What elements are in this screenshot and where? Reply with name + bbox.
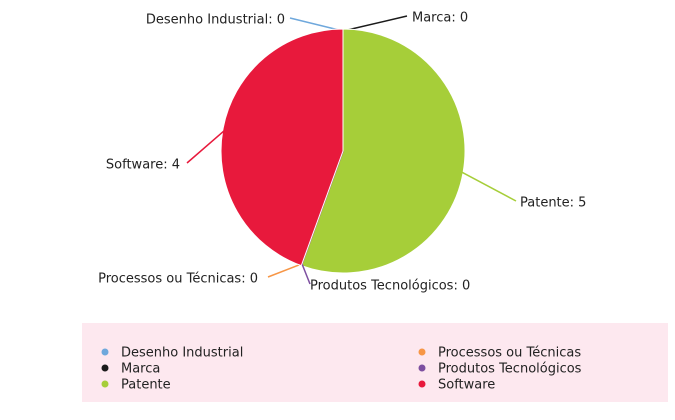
legend-marker	[101, 364, 109, 372]
legend-label: Marca	[121, 362, 160, 377]
leader-line	[460, 171, 517, 202]
legend-label: Software	[438, 378, 495, 393]
data-label: Desenho Industrial: 0	[146, 13, 285, 28]
legend-box	[82, 323, 668, 402]
legend-marker	[101, 348, 109, 356]
data-label: Software: 4	[106, 158, 180, 173]
legend-marker	[418, 348, 426, 356]
legend-label: Processos ou Técnicas	[438, 346, 581, 361]
leader-line	[267, 263, 303, 278]
data-label: Marca: 0	[412, 11, 468, 26]
leader-line	[186, 129, 226, 164]
leader-line	[342, 15, 408, 32]
legend-marker	[418, 380, 426, 388]
legend-label: Produtos Tecnológicos	[438, 362, 582, 377]
legend-marker	[101, 380, 109, 388]
pie-slice	[220, 28, 344, 267]
legend-marker	[418, 364, 426, 372]
leader-line	[301, 263, 311, 285]
data-label: Produtos Tecnológicos: 0	[310, 279, 470, 294]
data-label: Processos ou Técnicas: 0	[98, 272, 258, 287]
legend-label: Desenho Industrial	[121, 346, 243, 361]
legend-label: Patente	[121, 378, 171, 393]
data-label: Patente: 5	[520, 196, 586, 211]
